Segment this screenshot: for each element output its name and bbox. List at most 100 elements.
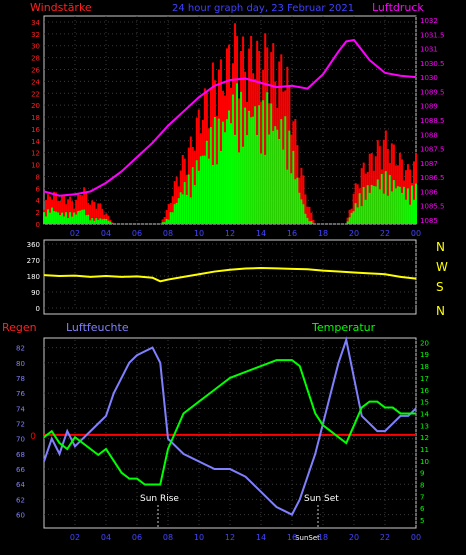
humidity-x-tick-label: 16 [287, 533, 297, 542]
wind-direction-line [43, 266, 417, 283]
wind-x-tick-label: 22 [380, 229, 390, 238]
humidity-y-ticks: 60 62 64 66 68 70 72 74 76 78 80 82 [16, 345, 25, 520]
temperature-y-tick-label: 19 [420, 351, 429, 359]
temperature-y-tick-label: 14 [420, 410, 429, 418]
humidity-x-tick-label: 10 [194, 533, 204, 542]
wind-y-tick-label: 12 [31, 150, 40, 158]
wind-x-tick-label: 12 [225, 229, 235, 238]
humidity-x-tick-label: 22 [380, 533, 390, 542]
temperature-y-tick-label: 5 [420, 517, 424, 525]
humidity-x-tick-label: 06 [132, 533, 142, 542]
wind-y-tick-label: 2 [36, 209, 40, 217]
direction-y-tick-label: 0 [36, 305, 40, 313]
pressure-line [43, 38, 417, 197]
humidity-y-tick-label: 74 [16, 405, 25, 413]
pressure-y-tick-label: 1089 [420, 103, 438, 111]
pressure-y-tick-label: 1085.5 [420, 203, 445, 211]
humidity-x-tick-label: 18 [318, 533, 328, 542]
wind-y-tick-label: 10 [31, 162, 40, 170]
temperature-y-tick-label: 15 [420, 399, 429, 407]
wind-x-ticks: 02 04 06 08 10 12 14 16 18 20 22 00 [70, 229, 421, 238]
humidity-y-tick-label: 68 [16, 451, 25, 459]
direction-y-tick-label: 360 [27, 241, 40, 249]
pressure-y-tick-label: 1086.5 [420, 174, 445, 182]
humidity-y-tick-label: 80 [16, 360, 25, 368]
temperature-y-ticks: 5 6 7 8 9 10 11 12 13 14 15 16 17 18 19 20 [420, 339, 429, 525]
temperature-y-tick-label: 6 [420, 505, 425, 513]
humidity-y-tick-label: 78 [16, 375, 25, 383]
humidity-x-tick-label: 04 [101, 533, 111, 542]
humidity-axis-title: Luftfeuchte [66, 321, 129, 334]
humidity-x-tick-label: 12 [225, 533, 235, 542]
temperature-y-tick-label: 17 [420, 375, 429, 383]
wind-y-tick-label: 14 [31, 138, 40, 146]
pressure-y-tick-label: 1030 [420, 74, 438, 82]
temperature-y-tick-label: 20 [420, 339, 429, 347]
humidity-y-tick-label: 64 [16, 481, 25, 489]
temperature-y-tick-label: 11 [420, 446, 429, 454]
wind-x-tick-label: 16 [287, 229, 297, 238]
compass-n-top: N [436, 240, 445, 254]
wind-x-tick-label: 02 [70, 229, 80, 238]
pressure-y-tick-label: 1088.5 [420, 117, 445, 125]
humidity-y-tick-label: 76 [16, 390, 25, 398]
wind-x-tick-label: 14 [256, 229, 266, 238]
humidity-x-tick-label: 08 [163, 533, 173, 542]
wind-x-tick-label: 10 [194, 229, 204, 238]
pressure-y-tick-label: 1030.5 [420, 60, 445, 68]
humidity-x-ticks: 02 04 06 SunSet 08 10 12 14 16 18 20 22 00 [70, 533, 421, 542]
temperature-y-tick-label: 13 [420, 422, 429, 430]
humidity-x-tick-label: 20 [349, 533, 359, 542]
direction-y-tick-label: 270 [27, 257, 40, 265]
wind-y-tick-label: 4 [36, 197, 41, 205]
wind-y-tick-label: 0 [36, 221, 40, 229]
pressure-y-tick-label: 1088 [420, 131, 438, 139]
humidity-y-tick-label: 82 [16, 345, 25, 353]
rain-axis-zero-label: 0 [30, 432, 36, 442]
wind-x-tick-label: 20 [349, 229, 359, 238]
wind-y-tick-label: 30 [31, 43, 40, 51]
temperature-y-tick-label: 12 [420, 434, 429, 442]
pressure-y-tick-label: 1089.5 [420, 88, 445, 96]
wind-y-tick-label: 34 [31, 19, 40, 27]
wind-y-tick-label: 24 [31, 78, 40, 86]
humidity-x-tick-label: SunSet [295, 534, 320, 542]
humidity-x-tick-label: 02 [70, 533, 80, 542]
wind-y-tick-label: 18 [31, 114, 40, 122]
temperature-y-tick-label: 8 [420, 482, 424, 490]
humidity-y-tick-label: 62 [16, 496, 25, 504]
rain-line-group: 0 [30, 432, 416, 442]
wind-y-tick-label: 22 [31, 90, 40, 98]
pressure-y-tick-label: 1087 [420, 160, 438, 168]
wind-y-tick-label: 8 [36, 173, 40, 181]
wind-bars [43, 23, 417, 224]
temperature-line-group [43, 359, 416, 486]
compass-n-bottom: N [436, 304, 445, 318]
pressure-y-tick-label: 1031 [420, 46, 438, 54]
temperature-y-tick-label: 7 [420, 493, 424, 501]
pressure-y-ticks: 1085 1085.5 1086 1086.5 1087 1087.5 1088 1088.5… [420, 17, 445, 225]
wind-x-tick-label: 00 [411, 229, 421, 238]
pressure-line-group [43, 38, 417, 197]
rain-axis-title: Regen [2, 321, 37, 334]
wind-x-tick-label: 04 [101, 229, 111, 238]
chart-title: 24 hour graph day, 23 Februar 2021 [172, 3, 354, 14]
sunset-label: Sun Set [304, 494, 339, 504]
wind-y-tick-label: 26 [31, 66, 40, 74]
compass-s: S [436, 280, 444, 294]
temperature-line [43, 359, 416, 486]
temperature-y-tick-label: 9 [420, 470, 424, 478]
wind-y-tick-label: 6 [36, 185, 41, 193]
wind-x-tick-label: 08 [163, 229, 173, 238]
pressure-axis-title: Luftdruck [372, 1, 424, 14]
humidity-y-tick-label: 70 [16, 436, 25, 444]
pressure-y-tick-label: 1031.5 [420, 31, 445, 39]
humidity-y-tick-label: 72 [16, 421, 25, 429]
wind-axis-title: Windstärke [30, 1, 92, 14]
direction-y-ticks: 0 90 180 270 360 [27, 241, 40, 313]
direction-y-tick-label: 180 [27, 273, 40, 281]
wind-y-tick-label: 32 [31, 31, 40, 39]
temperature-y-tick-label: 16 [420, 387, 429, 395]
pressure-y-tick-label: 1087.5 [420, 146, 445, 154]
